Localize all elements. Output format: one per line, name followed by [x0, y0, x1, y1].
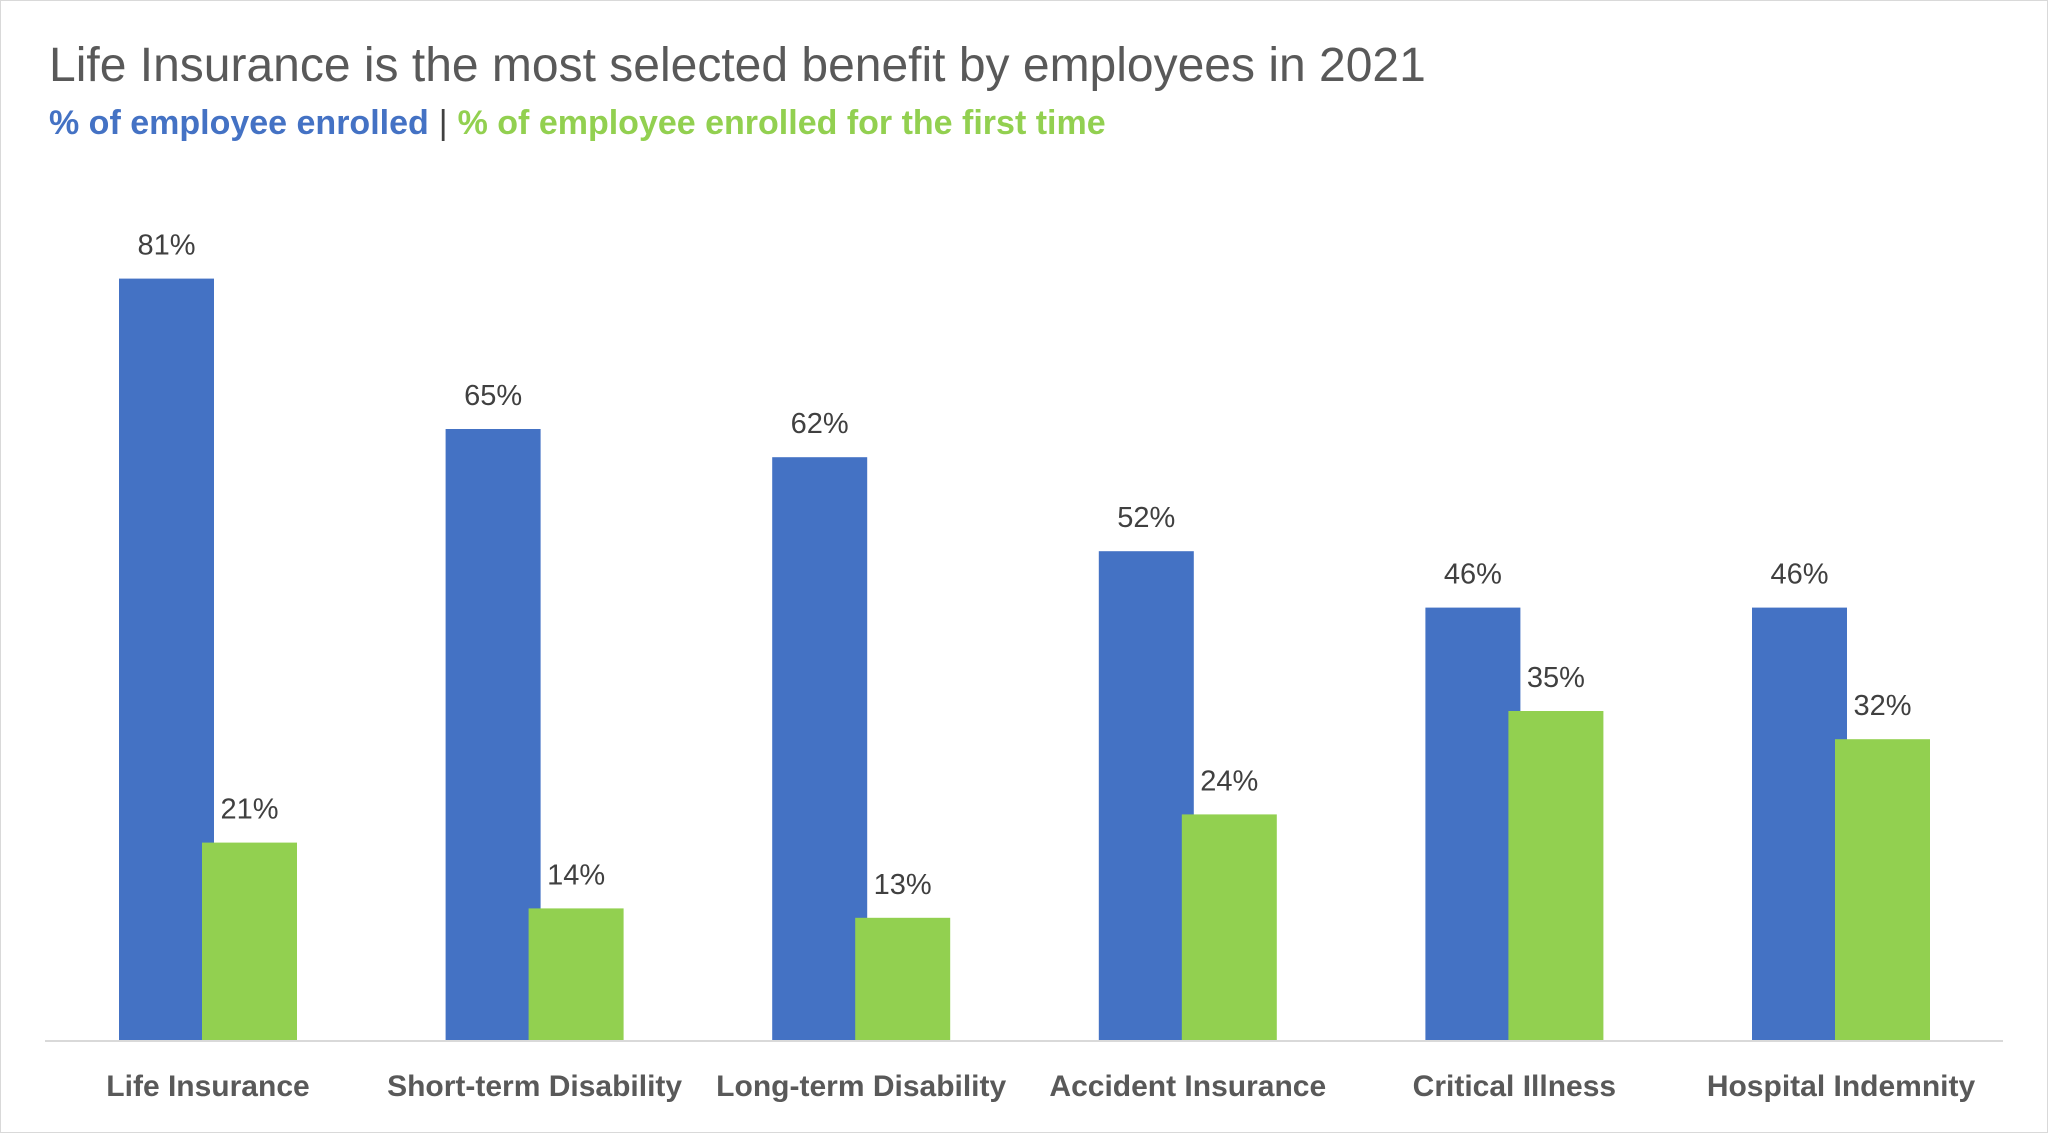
- chart-title: Life Insurance is the most selected bene…: [49, 39, 1426, 92]
- data-label-enrolled-1: 81%: [137, 230, 195, 262]
- data-label-enrolled-2: 65%: [464, 380, 522, 412]
- bar-enrolled-3: [772, 457, 868, 1040]
- category-label-6: Hospital Indemnity: [1707, 1070, 1976, 1103]
- category-label-5: Critical Illness: [1413, 1070, 1616, 1103]
- category-labels-layer: Life Insurance Short-term Disability Long-…: [106, 1070, 1975, 1103]
- data-label-enrolled-3: 62%: [791, 408, 849, 440]
- data-label-enrolled-5: 46%: [1444, 559, 1502, 591]
- data-label-first-time-2: 14%: [547, 859, 605, 891]
- data-label-first-time-5: 35%: [1527, 662, 1585, 694]
- data-label-enrolled-4: 52%: [1117, 502, 1175, 534]
- bar-enrolled-2: [445, 429, 541, 1040]
- subtitle-series-2: % of employee enrolled for the first tim…: [457, 104, 1106, 142]
- subtitle-series-1: % of employee enrolled: [49, 104, 429, 142]
- chart-subtitle: % of employee enrolled |% of employee enr…: [49, 104, 1106, 143]
- category-label-3: Long-term Disability: [716, 1070, 1006, 1103]
- category-label-2: Short-term Disability: [387, 1070, 682, 1103]
- data-label-first-time-6: 32%: [1853, 690, 1911, 722]
- category-label-1: Life Insurance: [106, 1070, 309, 1103]
- bar-first-time-3: [855, 917, 951, 1040]
- bar-first-time-5: [1508, 711, 1604, 1040]
- bar-enrolled-6: [1752, 607, 1847, 1040]
- data-label-first-time-1: 21%: [220, 794, 278, 826]
- data-label-first-time-4: 24%: [1200, 765, 1258, 797]
- data-label-enrolled-6: 46%: [1770, 559, 1828, 591]
- bar-first-time-6: [1835, 739, 1930, 1040]
- bar-enrolled-1: [119, 278, 214, 1041]
- bar-enrolled-4: [1098, 551, 1194, 1040]
- bar-first-time-2: [528, 908, 624, 1040]
- bar-first-time-4: [1181, 814, 1277, 1040]
- data-label-first-time-3: 13%: [874, 869, 932, 901]
- bar-first-time-1: [202, 842, 297, 1040]
- bar-enrolled-5: [1425, 607, 1521, 1040]
- subtitle-separator: |: [438, 104, 448, 142]
- bars-layer: 81% 21% 65% 14% 62% 13% 52% 24% 46% 35% 46% 32%: [119, 230, 1930, 1041]
- category-label-4: Accident Insurance: [1049, 1070, 1326, 1103]
